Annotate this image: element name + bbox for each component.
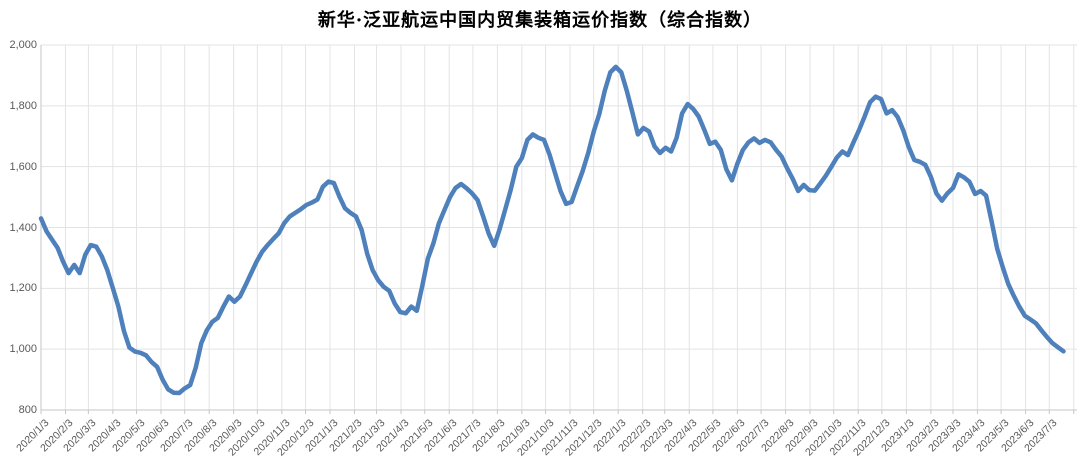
- y-axis-label: 1,600: [9, 160, 37, 173]
- y-axis-label: 1,800: [9, 99, 37, 112]
- series-line: [38, 64, 1066, 396]
- chart-title: 新华·泛亚航运中国内贸集装箱运价指数（综合指数）: [317, 10, 763, 31]
- y-axis-label: 1,200: [9, 282, 37, 295]
- y-axis-label: 800: [18, 404, 37, 416]
- y-axis-label: 2,000: [9, 39, 37, 51]
- y-axis-label: 1,000: [9, 343, 37, 356]
- y-axis-label: 1,400: [9, 221, 37, 234]
